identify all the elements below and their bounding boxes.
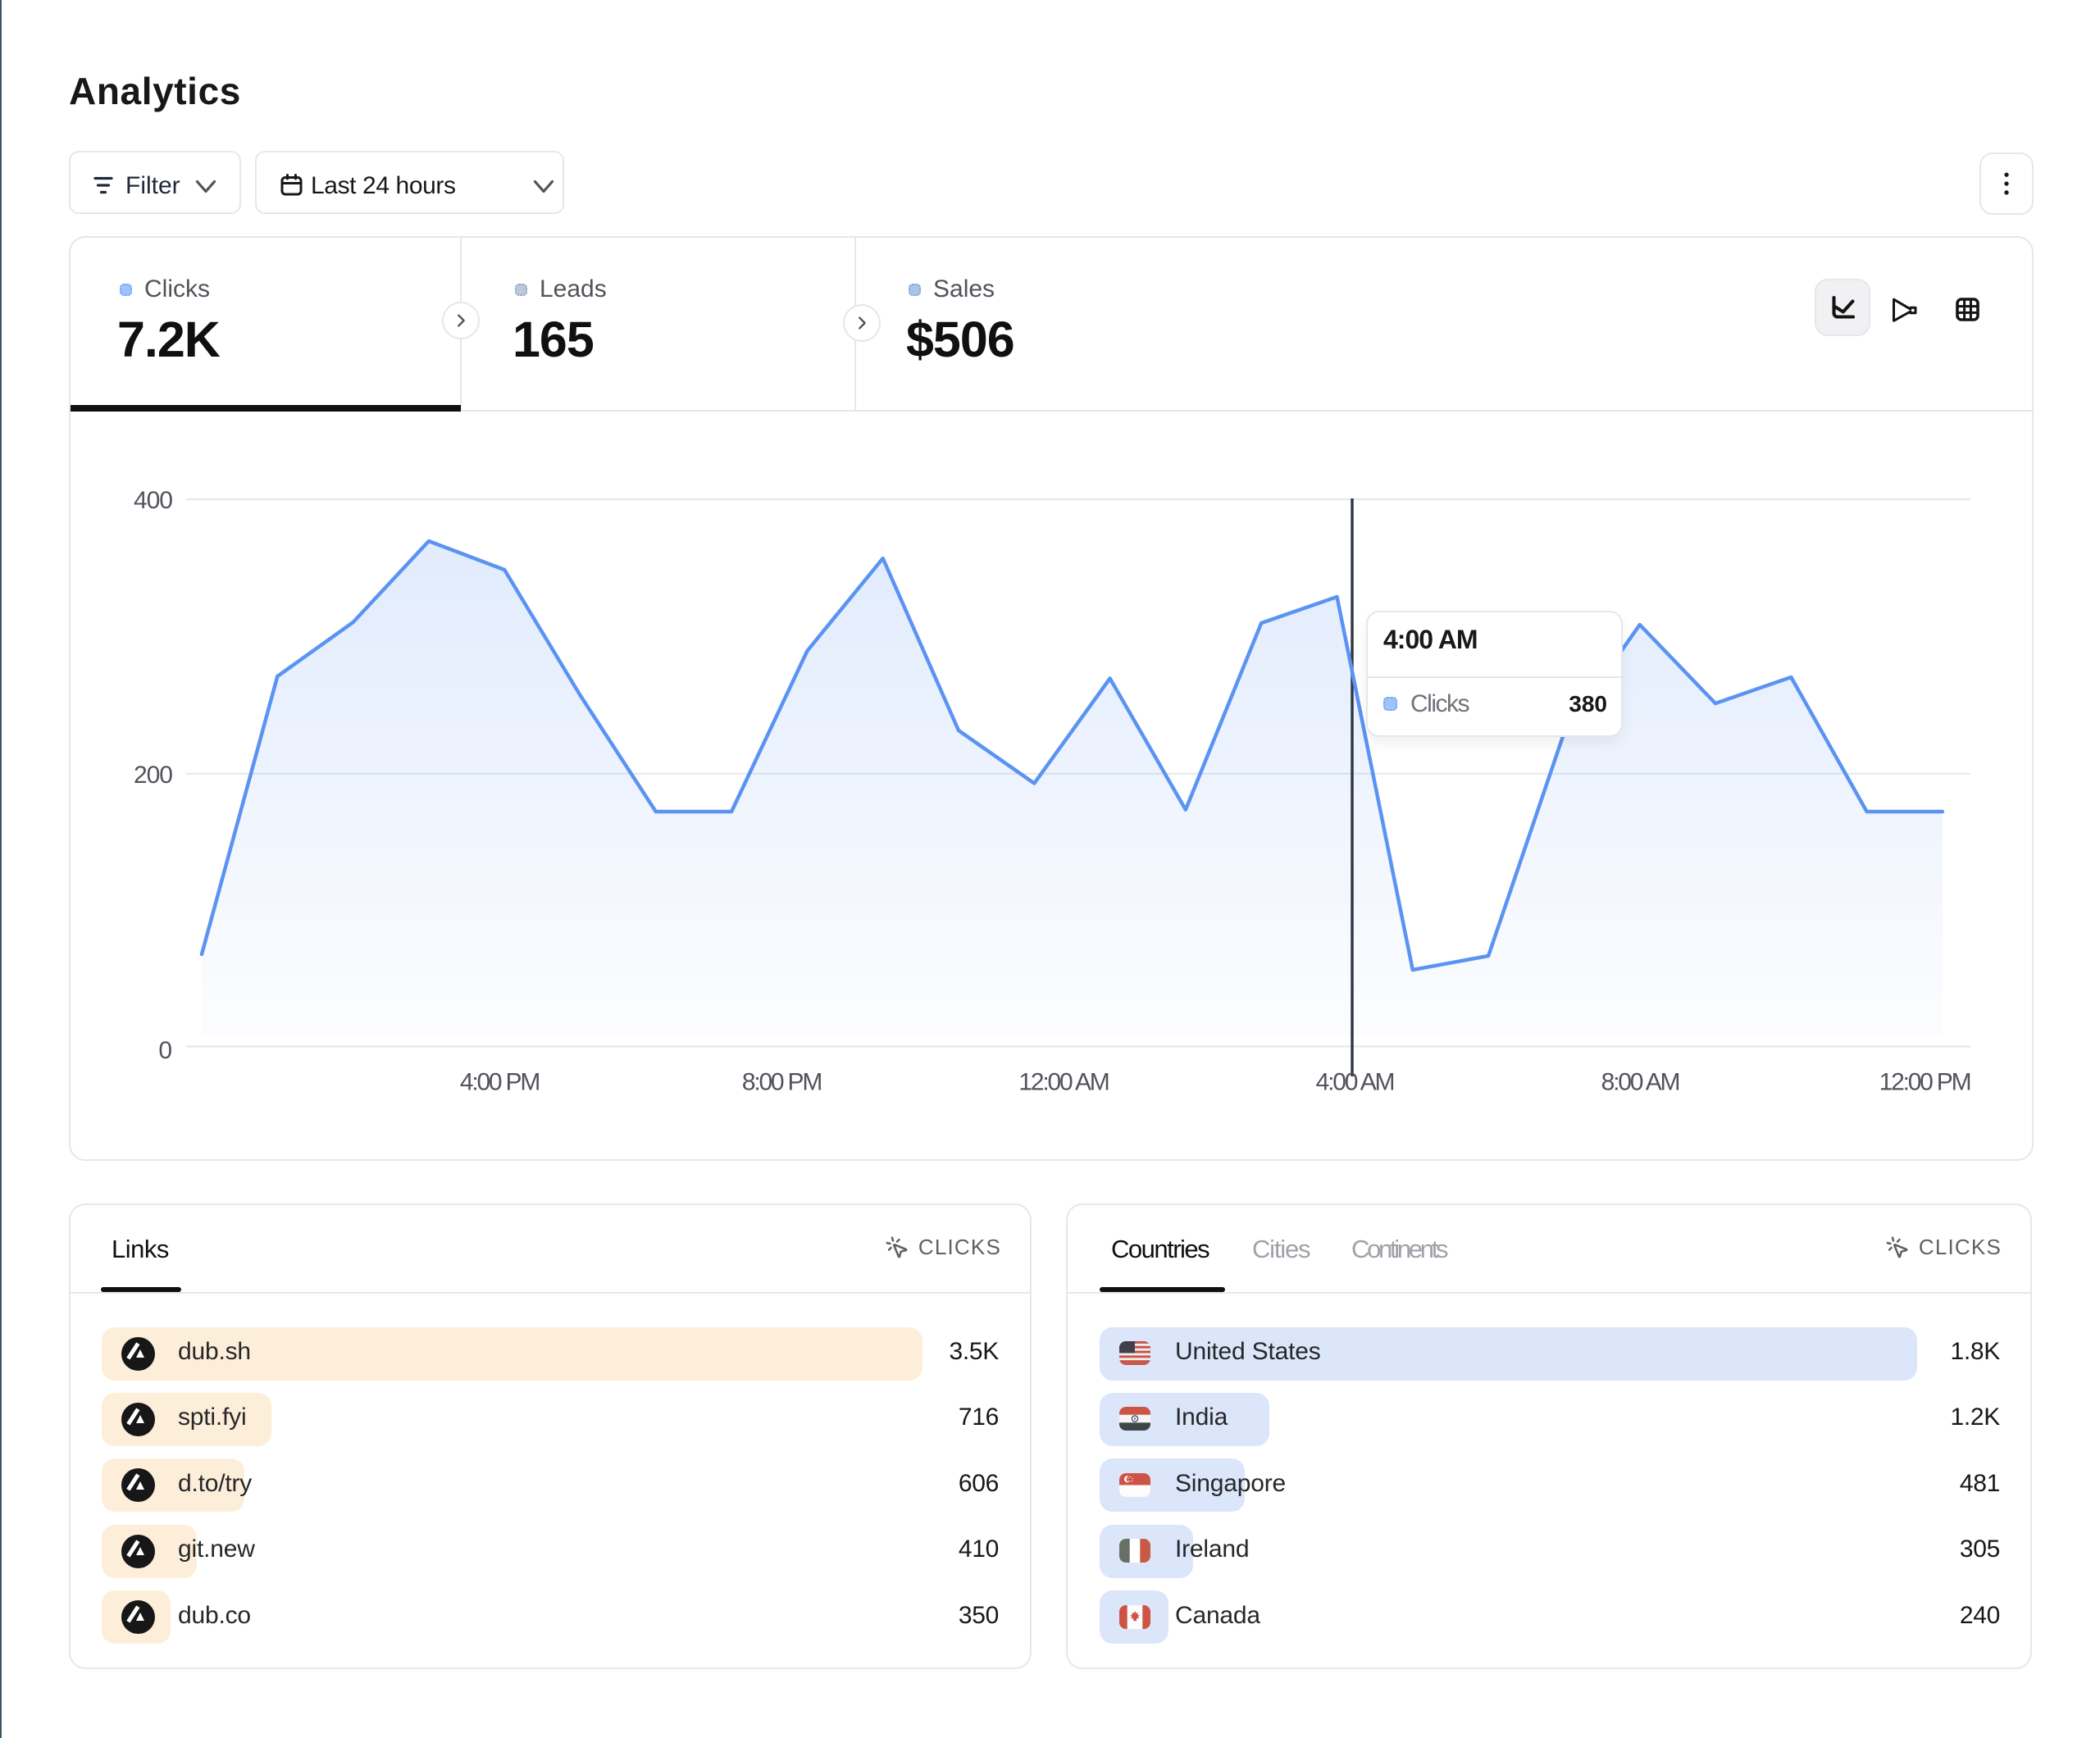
svg-text:400: 400 [134, 487, 172, 514]
svg-text:4:00 AM: 4:00 AM [1316, 1069, 1394, 1096]
svg-text:0: 0 [158, 1037, 172, 1064]
svg-text:12:00 AM: 12:00 AM [1018, 1069, 1108, 1096]
svg-text:8:00 AM: 8:00 AM [1601, 1069, 1679, 1096]
svg-text:4:00 PM: 4:00 PM [460, 1069, 540, 1096]
svg-text:12:00 PM: 12:00 PM [1879, 1069, 1970, 1096]
svg-text:8:00 PM: 8:00 PM [742, 1069, 822, 1096]
svg-text:200: 200 [134, 762, 172, 789]
